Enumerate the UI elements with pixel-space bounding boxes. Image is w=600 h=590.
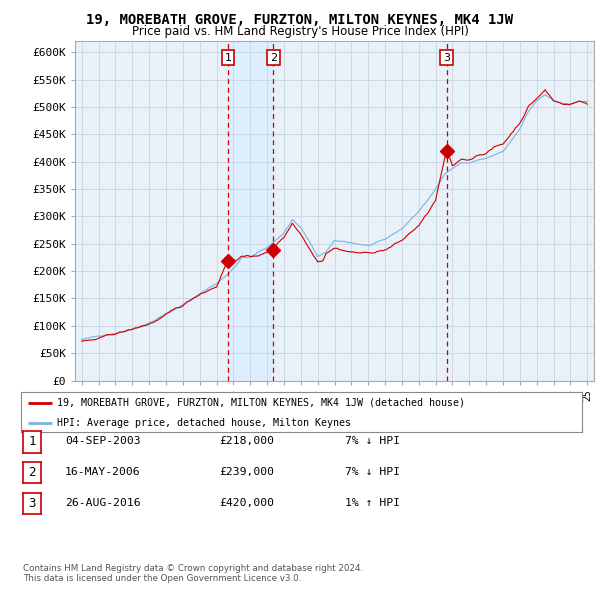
Text: Contains HM Land Registry data © Crown copyright and database right 2024.
This d: Contains HM Land Registry data © Crown c… bbox=[23, 563, 363, 583]
Text: HPI: Average price, detached house, Milton Keynes: HPI: Average price, detached house, Milt… bbox=[58, 418, 352, 428]
Text: 2: 2 bbox=[270, 53, 277, 63]
Text: £239,000: £239,000 bbox=[219, 467, 274, 477]
Text: 1: 1 bbox=[28, 435, 35, 448]
Bar bbox=[228, 41, 274, 381]
Text: 1: 1 bbox=[224, 53, 232, 63]
Text: 3: 3 bbox=[28, 497, 35, 510]
Text: £218,000: £218,000 bbox=[219, 437, 274, 446]
Text: Price paid vs. HM Land Registry's House Price Index (HPI): Price paid vs. HM Land Registry's House … bbox=[131, 25, 469, 38]
Text: 7% ↓ HPI: 7% ↓ HPI bbox=[345, 437, 400, 446]
Text: £420,000: £420,000 bbox=[219, 498, 274, 507]
Text: 7% ↓ HPI: 7% ↓ HPI bbox=[345, 467, 400, 477]
Text: 16-MAY-2006: 16-MAY-2006 bbox=[65, 467, 140, 477]
Text: 26-AUG-2016: 26-AUG-2016 bbox=[65, 498, 140, 507]
Text: 1% ↑ HPI: 1% ↑ HPI bbox=[345, 498, 400, 507]
Text: 19, MOREBATH GROVE, FURZTON, MILTON KEYNES, MK4 1JW (detached house): 19, MOREBATH GROVE, FURZTON, MILTON KEYN… bbox=[58, 398, 466, 408]
Text: 2: 2 bbox=[28, 466, 35, 479]
Text: 04-SEP-2003: 04-SEP-2003 bbox=[65, 437, 140, 446]
Text: 3: 3 bbox=[443, 53, 450, 63]
Text: 19, MOREBATH GROVE, FURZTON, MILTON KEYNES, MK4 1JW: 19, MOREBATH GROVE, FURZTON, MILTON KEYN… bbox=[86, 13, 514, 27]
